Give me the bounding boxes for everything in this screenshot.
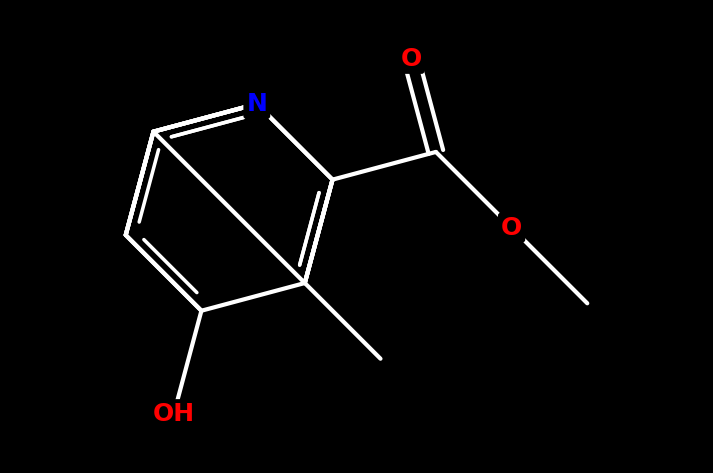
Text: O: O — [501, 216, 522, 240]
Text: OH: OH — [153, 402, 195, 426]
Text: O: O — [400, 47, 421, 71]
Text: N: N — [247, 92, 267, 116]
